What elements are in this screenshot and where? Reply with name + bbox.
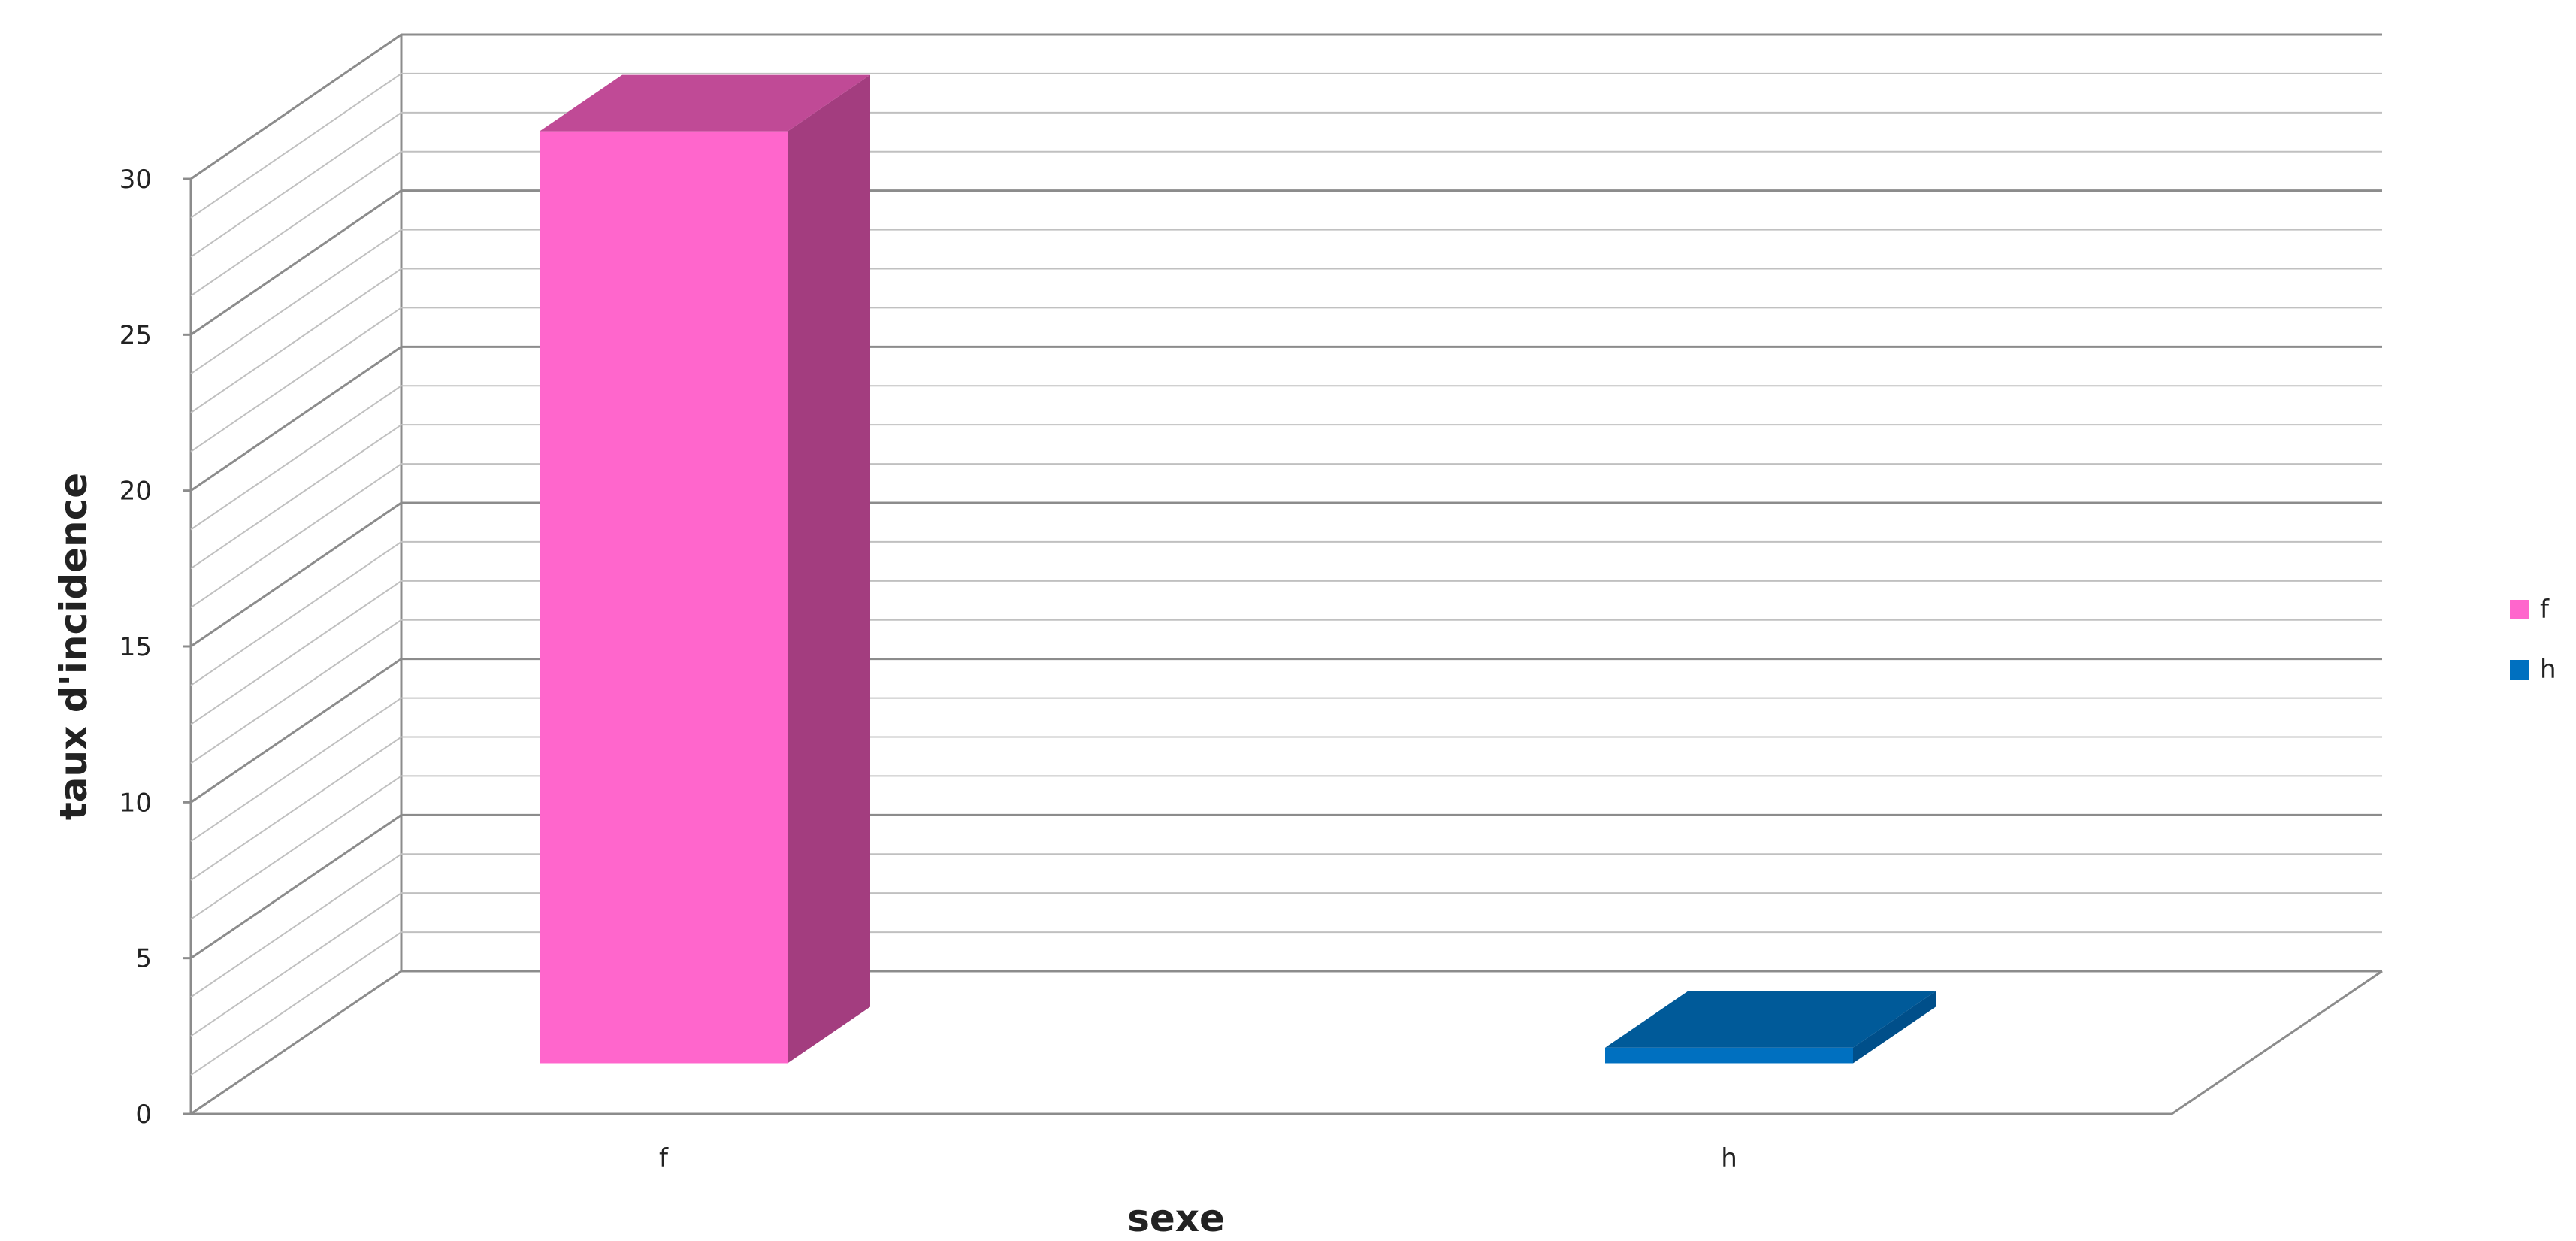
- wall-gridline: [190, 150, 402, 297]
- y-tick-label: 25: [119, 320, 152, 350]
- wall-gridline: [190, 463, 402, 608]
- wall-gridline: [190, 307, 402, 453]
- x-tick-label: f: [659, 1143, 669, 1173]
- x-axis-title: sexe: [1127, 1197, 1225, 1240]
- legend-swatch-f: [2510, 600, 2529, 619]
- y-tick-label: 30: [119, 165, 152, 195]
- wall-gridline: [190, 736, 402, 881]
- bar-top-face: [1605, 991, 1936, 1048]
- chart-walls: [189, 35, 2383, 1115]
- y-tick-label: 0: [135, 1100, 152, 1130]
- wall-gridline: [190, 697, 402, 842]
- legend-label-f: f: [2540, 595, 2550, 625]
- wall-gridline: [190, 229, 402, 374]
- y-tick-label: 20: [119, 477, 152, 507]
- wall-gridline: [190, 424, 402, 570]
- bar-top-face: [540, 74, 870, 132]
- wall-gridline: [190, 73, 402, 219]
- wall-gridline: [190, 346, 402, 492]
- wall-gridline: [190, 931, 402, 1076]
- wall-gridline: [190, 541, 402, 686]
- wall-gridline: [190, 33, 402, 180]
- y-tick-label: 15: [119, 632, 152, 662]
- wall-gridline: [190, 658, 402, 804]
- wall-gridline: [190, 892, 402, 1037]
- bar-side-face: [788, 74, 870, 1064]
- legend-label-h: h: [2540, 655, 2556, 685]
- wall-gridline: [190, 268, 402, 413]
- wall-gridline: [190, 853, 402, 998]
- wall-gridline: [190, 619, 402, 764]
- legend-swatch-h: [2510, 660, 2529, 680]
- bar-h: [1605, 991, 1936, 1064]
- wall-gridline: [190, 501, 402, 648]
- wall-gridline: [190, 112, 402, 258]
- bar-side-face: [1853, 991, 1936, 1064]
- bars: [540, 74, 1936, 1064]
- bar-f: [540, 74, 870, 1064]
- y-axis-title: taux d'incidence: [52, 473, 95, 820]
- y-axis-ticks: 0 5 10 15 20 25 30: [119, 165, 191, 1130]
- wall-gridline: [190, 385, 402, 531]
- wall-gridline: [190, 189, 402, 336]
- wall-gridline: [190, 814, 402, 959]
- bar-front-face: [1605, 1047, 1853, 1064]
- bar-front-face: [540, 131, 788, 1064]
- wall-gridline: [190, 970, 402, 1115]
- y-tick-label: 5: [135, 944, 152, 974]
- gridlines: [190, 33, 2382, 1115]
- legend: fh: [2510, 595, 2556, 685]
- y-tick-label: 10: [119, 788, 152, 818]
- x-tick-label: h: [1721, 1143, 1737, 1173]
- wall-gridline: [190, 775, 402, 920]
- wall-gridline: [190, 580, 402, 725]
- floor-right-edge: [2171, 970, 2383, 1115]
